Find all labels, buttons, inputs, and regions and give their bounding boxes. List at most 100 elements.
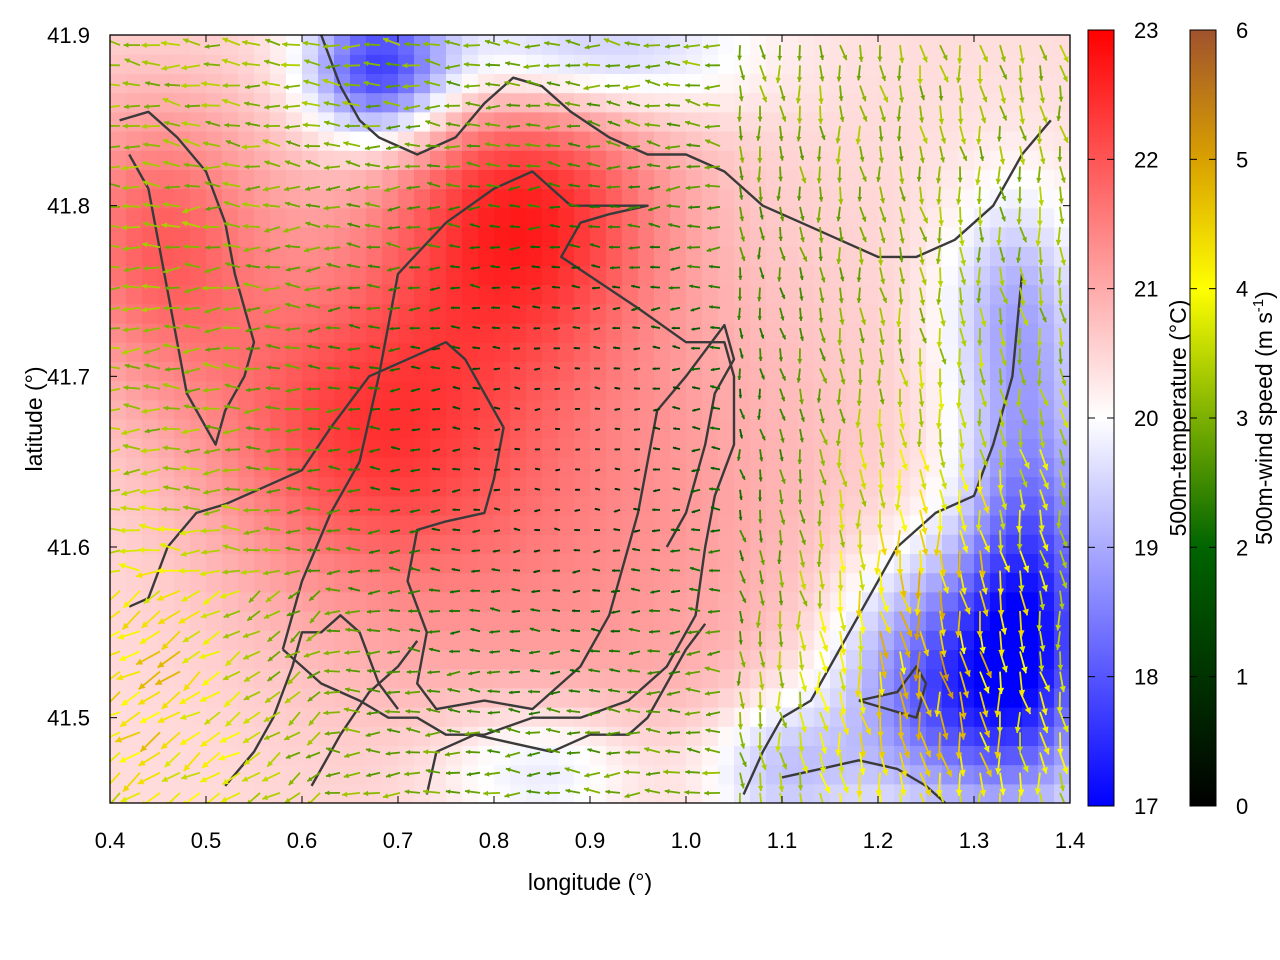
heat-cell [990, 687, 1007, 708]
heat-cell [158, 207, 175, 228]
heat-cell [702, 169, 719, 190]
heat-cell [942, 457, 959, 478]
heat-cell [894, 399, 911, 420]
wind-arrow-head [284, 735, 290, 740]
wind-arrow-head [262, 794, 269, 800]
heat-cell [430, 323, 447, 343]
wind-arrow-head [902, 692, 909, 699]
heat-cell [558, 438, 575, 458]
heat-cell [558, 476, 575, 497]
wind-arrow [568, 689, 581, 693]
heat-cell [1054, 495, 1070, 516]
heat-cell [670, 591, 687, 612]
heat-cell [1006, 668, 1023, 689]
wind-arrow-head [409, 628, 413, 632]
heat-cell [110, 687, 127, 708]
heat-cell [622, 457, 639, 478]
heat-cell [302, 783, 319, 803]
wind-arrow-head [470, 628, 475, 632]
heat-cell [686, 687, 703, 708]
heat-cell [206, 572, 223, 593]
heat-cell [510, 534, 527, 554]
heat-cell [222, 572, 239, 593]
wind-arrow [757, 631, 763, 647]
heat-cell [254, 553, 271, 574]
heat-cell [494, 227, 511, 247]
heat-cell [110, 265, 127, 286]
heat-cell [382, 380, 399, 401]
wind-arrow-head [140, 744, 148, 752]
wind-arrow-head [1055, 644, 1061, 650]
heat-cell [638, 534, 655, 554]
heat-cell [318, 649, 335, 670]
heat-cell [942, 131, 959, 151]
heat-cell [1038, 303, 1055, 324]
heat-cell [334, 438, 351, 458]
wind-arrow-shaft [110, 650, 121, 657]
heat-cell [782, 457, 799, 478]
heat-cell [558, 342, 575, 362]
wind-arrow [1017, 732, 1024, 753]
heat-cell [782, 323, 799, 343]
wind-arrow-head [985, 670, 992, 678]
heat-cell [782, 476, 799, 497]
heat-cell [366, 303, 383, 324]
heat-cell [654, 111, 671, 132]
heat-cell [174, 553, 191, 574]
heat-cell [430, 687, 447, 708]
heat-cell [254, 457, 271, 478]
heat-cell [270, 131, 287, 151]
wind-arrow-head [684, 789, 690, 795]
heat-cell [350, 131, 367, 151]
heat-cell [622, 572, 639, 593]
heat-cell [1038, 227, 1055, 247]
heat-cell [446, 419, 463, 439]
wind-arrow [223, 691, 241, 708]
heat-cell [462, 303, 479, 324]
heat-cell [526, 457, 543, 478]
heat-cell [1022, 591, 1039, 612]
heat-cell [270, 323, 287, 343]
heat-cell [1038, 207, 1055, 228]
wind-arrow-head [284, 797, 291, 803]
heat-cell [382, 668, 399, 689]
wind-arrow-head [404, 789, 410, 795]
heat-cell [718, 707, 735, 727]
wind-arrow-head [757, 785, 764, 792]
heat-cell [206, 438, 223, 458]
heat-cell [542, 111, 559, 132]
heat-cell [654, 265, 671, 286]
heat-cell [1022, 495, 1039, 516]
heat-cell [686, 553, 703, 574]
heat-cell [830, 438, 847, 458]
heat-cell [238, 438, 255, 458]
wind-arrow-head [366, 687, 372, 692]
heat-cell [494, 630, 511, 650]
heat-cell [862, 73, 879, 94]
heat-cell [638, 54, 655, 74]
heat-cell [110, 495, 127, 516]
wind-arrow-head [959, 733, 967, 740]
wind-arrow-head [161, 742, 168, 749]
heat-cell [430, 572, 447, 593]
wind-arrow-head [164, 760, 172, 768]
heat-cell [526, 207, 543, 228]
heat-cell [206, 783, 223, 803]
wind-arrow-head [915, 734, 923, 741]
heat-cell [750, 783, 767, 803]
heat-cell [654, 726, 671, 746]
wind-arrow [242, 650, 261, 660]
wind-arrow [110, 772, 121, 786]
heat-cell [142, 515, 159, 535]
heat-cell [446, 783, 463, 803]
wind-arrow-head [924, 809, 930, 816]
heat-cell [766, 476, 783, 497]
wind-arrow-head [549, 651, 554, 655]
wind-arrow [385, 771, 401, 778]
wind-arrow [450, 630, 461, 635]
heat-cell [990, 303, 1007, 324]
wind-arrow-head [1056, 707, 1063, 714]
wind-arrow [550, 628, 561, 633]
heat-cell [318, 227, 335, 247]
wind-arrow-head [838, 767, 845, 774]
